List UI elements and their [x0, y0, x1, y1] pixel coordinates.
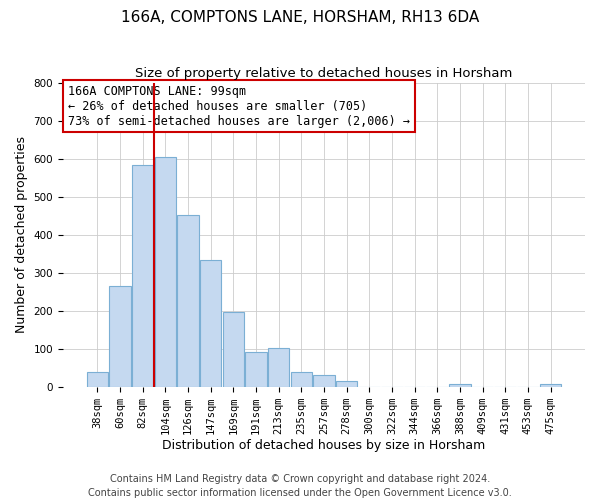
Bar — [200, 260, 221, 386]
Text: Contains HM Land Registry data © Crown copyright and database right 2024.
Contai: Contains HM Land Registry data © Crown c… — [88, 474, 512, 498]
Y-axis label: Number of detached properties: Number of detached properties — [15, 136, 28, 334]
Bar — [155, 157, 176, 386]
Bar — [223, 312, 244, 386]
Bar — [132, 164, 154, 386]
Bar — [86, 372, 108, 386]
X-axis label: Distribution of detached houses by size in Horsham: Distribution of detached houses by size … — [163, 440, 485, 452]
Bar — [109, 286, 131, 386]
Bar — [268, 348, 289, 387]
Text: 166A, COMPTONS LANE, HORSHAM, RH13 6DA: 166A, COMPTONS LANE, HORSHAM, RH13 6DA — [121, 10, 479, 25]
Text: 166A COMPTONS LANE: 99sqm
← 26% of detached houses are smaller (705)
73% of semi: 166A COMPTONS LANE: 99sqm ← 26% of detac… — [68, 84, 410, 128]
Bar — [449, 384, 470, 386]
Title: Size of property relative to detached houses in Horsham: Size of property relative to detached ho… — [135, 68, 512, 80]
Bar — [245, 352, 267, 386]
Bar — [177, 215, 199, 386]
Bar — [540, 384, 561, 386]
Bar — [290, 372, 312, 386]
Bar — [313, 374, 335, 386]
Bar — [336, 381, 358, 386]
